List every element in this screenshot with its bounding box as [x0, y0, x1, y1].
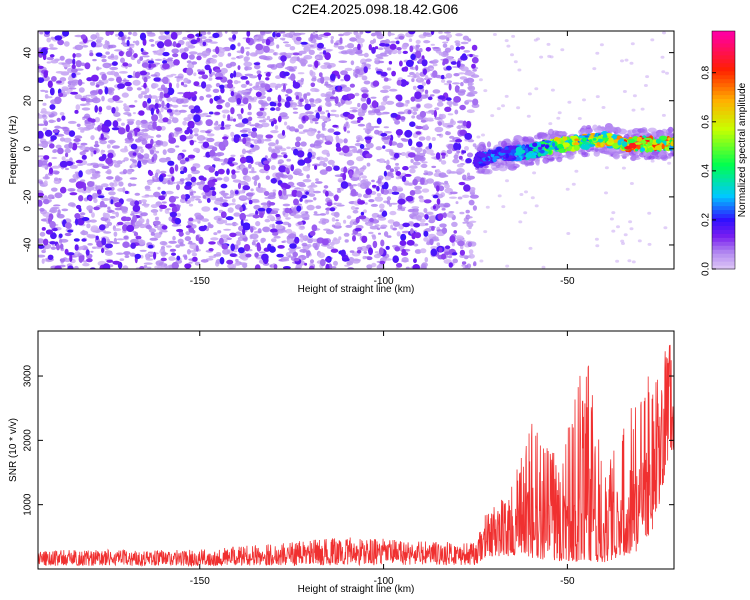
x-tick-label: -50: [560, 576, 575, 587]
chart-title: C2E4.2025.098.18.42.G06: [291, 1, 459, 17]
y-axis-label: Frequency (Hz): [8, 116, 19, 185]
colorbar-segment: [712, 265, 735, 270]
colorbar-segment: [712, 78, 735, 84]
snr-panel: -150 -100 -50 1000 2000 3000 Height of straigh…: [8, 330, 675, 595]
colorbar-segment: [712, 122, 735, 127]
colorbar-segment: [712, 146, 735, 151]
y-tick-label: 3000: [23, 364, 34, 387]
colorbar-segment: [712, 86, 735, 92]
colorbar: 0.0 0.2 0.4 0.6 0.8 Normalized spectral ampli…: [701, 30, 748, 276]
colorbar-segment: [712, 134, 735, 139]
colorbar-segment: [712, 185, 735, 191]
snr-series: [38, 344, 674, 568]
colorbar-segment: [712, 249, 735, 254]
y-tick-label: -20: [23, 189, 34, 204]
colorbar-segment: [712, 153, 735, 159]
colorbar-segment: [712, 253, 735, 258]
colorbar-segment: [712, 50, 735, 56]
y-tick-label: 0: [23, 146, 34, 152]
x-tick-label: -50: [560, 276, 575, 287]
colorbar-segment: [712, 173, 735, 179]
colorbar-segment: [712, 237, 735, 242]
colorbar-segment: [712, 181, 735, 187]
colorbar-label: Normalized spectral amplitude: [737, 82, 748, 217]
x-tick-label: -150: [190, 576, 210, 587]
x-axis-label: Height of straight line (km): [298, 584, 415, 595]
y-tick-label: 1000: [23, 493, 34, 516]
colorbar-tick-label: 0.8: [701, 65, 712, 79]
y-tick-label: 20: [23, 95, 34, 107]
y-tick-label: 40: [23, 47, 34, 59]
colorbar-segment: [712, 213, 735, 219]
colorbar-segment: [712, 58, 735, 64]
colorbar-segment: [712, 106, 735, 111]
colorbar-tick-label: 0.2: [701, 213, 712, 227]
colorbar-segment: [712, 34, 735, 40]
colorbar-segment: [712, 126, 735, 131]
y-tick-label: -40: [23, 237, 34, 252]
colorbar-segment: [712, 46, 735, 52]
colorbar-segment: [712, 114, 735, 119]
colorbar-segment: [712, 189, 735, 195]
colorbar-segment: [712, 94, 735, 100]
spectrogram-panel: -150 -100 -50 -40 -20 0 20 40 Height of straight…: [8, 30, 675, 295]
colorbar-segment: [712, 201, 735, 207]
colorbar-segment: [712, 54, 735, 60]
colorbar-segment: [712, 169, 735, 175]
colorbar-segment: [712, 257, 735, 262]
x-tick-label: -100: [374, 276, 394, 287]
colorbar-segment: [712, 245, 735, 250]
colorbar-segment: [712, 161, 735, 167]
colorbar-segment: [712, 82, 735, 88]
colorbar-segment: [712, 165, 735, 171]
colorbar-segment: [712, 221, 735, 226]
colorbar-segment: [712, 225, 735, 230]
colorbar-segment: [712, 209, 735, 215]
snr-frame: [37, 330, 675, 570]
colorbar-segment: [712, 70, 735, 76]
y-axis-label: SNR (10 * v/v): [8, 418, 19, 482]
x-axis-label: Height of straight line (km): [298, 284, 415, 295]
colorbar-tick-label: 0.0: [701, 262, 712, 276]
colorbar-segment: [712, 118, 735, 123]
snr-line: [38, 344, 674, 568]
colorbar-segment: [712, 31, 735, 36]
colorbar-segment: [712, 217, 735, 222]
colorbar-segment: [712, 98, 735, 103]
colorbar-segment: [712, 90, 735, 96]
y-tick-label: 2000: [23, 429, 34, 452]
colorbar-tick-label: 0.6: [701, 114, 712, 128]
colorbar-segment: [712, 110, 735, 115]
colorbar-segment: [712, 241, 735, 246]
spectrogram-image: [38, 31, 674, 269]
colorbar-segment: [712, 66, 735, 72]
colorbar-segment: [712, 38, 735, 44]
colorbar-segment: [712, 138, 735, 143]
colorbar-segment: [712, 205, 735, 211]
colorbar-segment: [712, 193, 735, 199]
colorbar-segment: [712, 157, 735, 163]
colorbar-segment: [712, 102, 735, 107]
colorbar-frame: [711, 30, 736, 270]
x-tick-label: -150: [190, 276, 210, 287]
colorbar-segment: [712, 177, 735, 183]
spectrogram-frame: [37, 30, 675, 270]
colorbar-segment: [712, 62, 735, 68]
colorbar-tick-label: 0.4: [701, 163, 712, 177]
colorbar-segment: [712, 142, 735, 147]
colorbar-segment: [712, 233, 735, 238]
colorbar-segment: [712, 261, 735, 266]
colorbar-segment: [712, 130, 735, 135]
colorbar-segment: [712, 150, 735, 155]
colorbar-segment: [712, 197, 735, 203]
colorbar-segment: [712, 74, 735, 80]
colorbar-segment: [712, 42, 735, 48]
colorbar-segment: [712, 229, 735, 234]
x-tick-label: -100: [374, 576, 394, 587]
